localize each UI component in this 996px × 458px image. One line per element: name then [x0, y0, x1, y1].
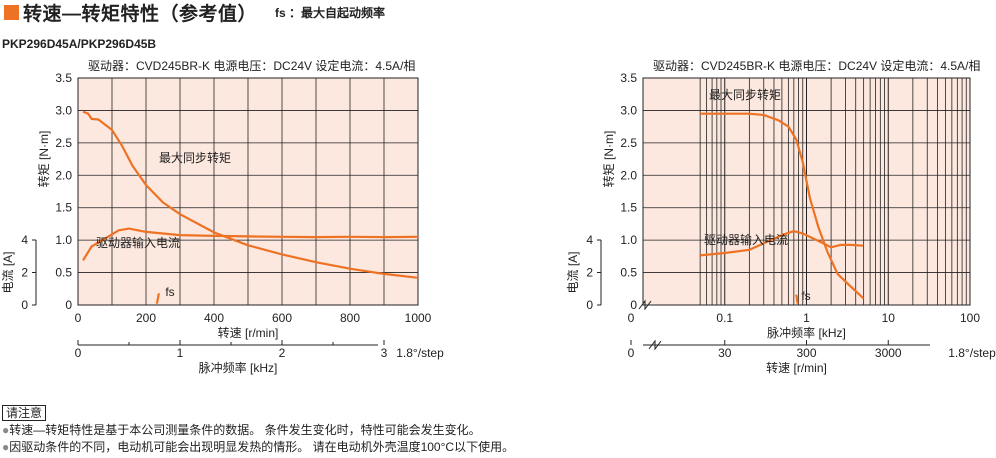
- note-text: 因驱动条件的不同，电动机可能会出现明显发热的情形。 请在电动机外壳温度100°C…: [9, 440, 515, 454]
- y-tick-label: 3.5: [620, 71, 637, 85]
- title-marker-icon: [4, 4, 19, 20]
- y2-tick-label: 0: [586, 298, 593, 312]
- x-tick-label: 200: [136, 311, 156, 325]
- x2-tick-label: 300: [796, 346, 816, 360]
- x2-tick-label: 0: [75, 346, 82, 360]
- x2-tick-label: 30: [718, 346, 732, 360]
- y2-tick-label: 0: [21, 298, 28, 312]
- x-axis-label: 转速 [r/min]: [218, 325, 279, 340]
- notes-title: 请注意: [2, 405, 47, 421]
- x-tick-label: 1000: [405, 311, 432, 325]
- x2-tick-label: 3000: [875, 346, 902, 360]
- chart-condition: 驱动器：CVD245BR-K 电源电压：DC24V 设定电流：4.5A/相: [88, 58, 415, 73]
- series-label: 驱动器输入电流: [704, 232, 788, 247]
- series-line-current: [82, 227, 419, 261]
- bullet-icon: ●: [2, 423, 10, 437]
- y-axis-label: 转矩 [N·m]: [601, 131, 616, 188]
- note-line: ●因驱动条件的不同，电动机可能会出现明显发热的情形。 请在电动机外壳温度100°…: [2, 439, 514, 456]
- x2-tick-label: 3: [381, 346, 388, 360]
- title-row: 转速—转矩特性（参考值） fs ：最大自起动频率: [0, 0, 386, 25]
- x2-tick-label: 1: [177, 346, 184, 360]
- y-tick-label: 0.5: [55, 266, 72, 280]
- x-tick-label: 0.1: [716, 311, 733, 325]
- series-line-torque: [700, 112, 865, 300]
- x-tick-label: 600: [272, 311, 292, 325]
- bullet-icon: ●: [2, 440, 10, 454]
- x2-axis-label: 转速 [r/min]: [766, 360, 827, 375]
- series-line-torque: [795, 294, 799, 304]
- y-tick-label: 2.0: [620, 168, 637, 182]
- notes-panel: 请注意 ●转速—转矩特性是基于本公司测量条件的数据。 条件发生变化时，特性可能会…: [2, 405, 514, 456]
- fs-note: fs ：最大自起动频率: [275, 5, 386, 20]
- series-label: 最大同步转矩: [159, 150, 231, 165]
- x-axis-label: 脉冲频率 [kHz]: [767, 325, 846, 340]
- y-tick-label: 2.5: [55, 136, 72, 150]
- charts-canvas: 驱动器：CVD245BR-K 电源电压：DC24V 设定电流：4.5A/相 0 0.…: [1, 58, 996, 375]
- y2-tick-label: 4: [586, 233, 593, 247]
- plot-frame: [642, 77, 971, 306]
- x-tick-label: 0: [628, 311, 635, 325]
- y2-tick-label: 2: [21, 266, 28, 280]
- series-label: 最大同步转矩: [709, 87, 781, 102]
- series-line-torque: [155, 293, 160, 304]
- note-text: 转速—转矩特性是基于本公司测量条件的数据。 条件发生变化时，特性可能会发生变化。: [9, 423, 481, 437]
- y2-axis-label: 电流 [A]: [1, 251, 15, 293]
- plot-frame: [77, 77, 419, 306]
- y2-axis-label: 电流 [A]: [566, 251, 580, 293]
- series-label: fs: [801, 289, 810, 303]
- y-tick-label: 0: [630, 298, 637, 312]
- chart-condition: 驱动器：CVD245BR-K 电源电压：DC24V 设定电流：4.5A/相: [653, 58, 980, 73]
- series-line-torque: [82, 110, 419, 279]
- y-tick-label: 2.0: [55, 168, 72, 182]
- y-tick-label: 2.5: [620, 136, 637, 150]
- series-line-current: [699, 230, 864, 257]
- y-axis-label: 转矩 [N·m]: [36, 131, 51, 188]
- x2-axis-label: 脉冲频率 [kHz]: [199, 360, 278, 375]
- y-tick-label: 0.5: [620, 266, 637, 280]
- y-tick-label: 1.5: [620, 201, 637, 215]
- x-tick-label: 100: [960, 311, 980, 325]
- axis-break-icon: [638, 299, 652, 311]
- y-tick-label: 1.5: [55, 201, 72, 215]
- x-tick-label: 800: [340, 311, 360, 325]
- y-tick-label: 3.0: [55, 103, 72, 117]
- series-label: fs: [165, 285, 174, 299]
- x-tick-label: 10: [882, 311, 896, 325]
- model-name: PKP296D45A/PKP296D45B: [2, 37, 157, 51]
- y-tick-label: 3.5: [55, 71, 72, 85]
- x2-unit-label: 1.8°/step: [396, 346, 444, 360]
- x2-tick-label: 2: [279, 346, 286, 360]
- x-tick-label: 1: [803, 311, 810, 325]
- y-tick-label: 0: [65, 298, 72, 312]
- note-line: ●转速—转矩特性是基于本公司测量条件的数据。 条件发生变化时，特性可能会发生变化…: [2, 422, 514, 439]
- x-tick-label: 400: [204, 311, 224, 325]
- x-tick-label: 0: [75, 311, 82, 325]
- y-tick-label: 3.0: [620, 103, 637, 117]
- x2-unit-label: 1.8°/step: [948, 346, 996, 360]
- y2-tick-label: 2: [586, 266, 593, 280]
- page-title: 转速—转矩特性（参考值）: [23, 3, 258, 25]
- axis-break-icon: [648, 339, 662, 351]
- series-label: 驱动器输入电流: [96, 235, 180, 250]
- y-tick-label: 1.0: [620, 233, 637, 247]
- y2-tick-label: 4: [21, 233, 28, 247]
- x2-tick-label: 0: [628, 346, 635, 360]
- y-tick-label: 1.0: [55, 233, 72, 247]
